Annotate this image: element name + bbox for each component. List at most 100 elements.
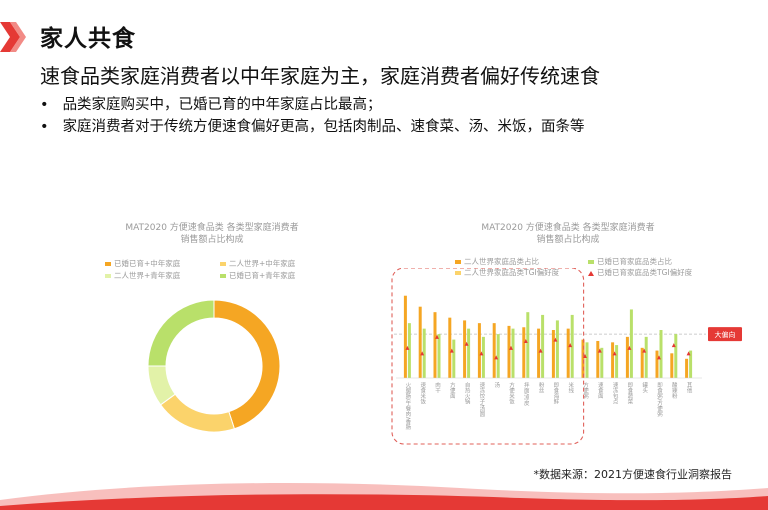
- bar-orange: [685, 358, 689, 378]
- bar-green: [452, 339, 456, 378]
- tgi-marker: [553, 337, 558, 342]
- chevron-logo-icon: [0, 22, 26, 52]
- bar-green: [615, 345, 619, 378]
- donut-chart: [147, 299, 281, 433]
- bar-green: [555, 320, 559, 378]
- bar-orange: [670, 353, 674, 378]
- donut-legend-item: 已婚已育+中年家庭: [105, 258, 180, 269]
- donut-slice: [213, 299, 281, 430]
- bar-orange: [522, 327, 526, 378]
- category-label: 肉干: [434, 381, 441, 395]
- tgi-marker: [464, 341, 469, 346]
- bar-title-line: MAT2020 方便速食品类 各类型家庭消费者: [481, 223, 655, 233]
- bar-orange: [551, 330, 555, 378]
- bar-orange: [477, 323, 481, 378]
- bar-green: [467, 328, 471, 378]
- donut-title-line: MAT2020 方便速食品类 各类型家庭消费者: [125, 223, 299, 233]
- category-label: 速食面: [597, 382, 604, 400]
- category-label: 即食蔬菜: [626, 382, 633, 406]
- tgi-marker: [642, 348, 647, 353]
- bar-orange: [433, 312, 437, 378]
- bar-green: [629, 309, 633, 378]
- category-label: 汤: [493, 381, 500, 389]
- category-label: 米线: [567, 381, 574, 394]
- donut-slice: [147, 299, 215, 367]
- category-label: 拌面/凉皮: [523, 381, 530, 407]
- bar-title-line: 销售额占比构成: [536, 235, 600, 245]
- tgi-marker: [494, 355, 499, 360]
- category-label: 其他: [686, 381, 693, 395]
- tgi-marker: [405, 345, 410, 350]
- bullet-list: 品类家庭购买中，已婚已育的中年家庭占比最高； 家庭消费者对于传统方便速食偏好更高…: [40, 94, 585, 138]
- tgi-marker: [583, 354, 587, 359]
- bar-orange: [655, 350, 659, 378]
- bar-orange: [492, 323, 496, 378]
- category-label: 即食粥/方便粥: [656, 382, 663, 418]
- bar-orange: [596, 340, 600, 378]
- bar-green: [481, 336, 485, 378]
- bar-green: [422, 328, 426, 378]
- tgi-marker: [435, 334, 439, 339]
- bar-green: [541, 314, 545, 378]
- bar-green: [496, 334, 500, 378]
- category-label: 罐头: [641, 381, 648, 395]
- data-source-note: *数据来源：2021方便速食行业洞察报告: [533, 468, 733, 481]
- bar-legend-item: 二人世界家庭品类占比: [455, 256, 539, 267]
- category-label: 酸辣粉: [671, 381, 678, 400]
- bar-legend-item: 二人世界家庭品类TGI偏好度: [455, 267, 559, 278]
- tgi-marker: [479, 351, 484, 356]
- bar-orange: [403, 295, 407, 378]
- tgi-marker: [538, 348, 543, 353]
- bottom-wave-decoration: [0, 483, 768, 510]
- category-label: 火腿肠/午餐肉/香肠: [404, 382, 411, 431]
- bar-green: [585, 342, 589, 378]
- bar-legend-item: 已婚已育家庭品类TGI偏好度: [588, 267, 692, 278]
- category-label: 即食海鲜: [552, 382, 559, 406]
- category-label: 方便粥: [582, 381, 589, 400]
- category-label: 方便面: [449, 381, 456, 400]
- tgi-marker: [420, 351, 425, 356]
- reference-label: 大偏向: [708, 327, 742, 342]
- donut-slice: [159, 393, 236, 433]
- bar-orange: [537, 328, 541, 378]
- donut-chart-title: MAT2020 方便速食品类 各类型家庭消费者 销售额占比构成: [92, 222, 332, 246]
- bar-green: [689, 350, 693, 378]
- category-label: 方便米饭: [508, 381, 515, 406]
- bar-green: [600, 347, 604, 378]
- category-label: 速冻饺子/汤圆: [478, 382, 485, 418]
- donut-legend-item: 已婚已育+青年家庭: [220, 270, 295, 281]
- tgi-marker: [657, 355, 661, 360]
- tgi-marker: [671, 343, 676, 348]
- bar-orange: [625, 336, 629, 378]
- category-label: 自热火锅: [464, 381, 471, 406]
- tgi-marker: [686, 351, 691, 356]
- tgi-marker: [509, 345, 513, 350]
- category-label: 速冻包点: [612, 382, 619, 406]
- tgi-marker: [449, 348, 454, 353]
- bar-green: [407, 323, 411, 378]
- tgi-marker: [612, 351, 617, 356]
- bar-green: [674, 334, 678, 378]
- tgi-marker: [523, 338, 528, 343]
- reference-label-text: 大偏向: [715, 330, 736, 339]
- bar-orange: [640, 347, 644, 378]
- bar-green: [644, 336, 648, 378]
- bullet-item: 家庭消费者对于传统方便速食偏好更高，包括肉制品、速食菜、汤、米饭，面条等: [40, 116, 585, 138]
- highlight-box: [391, 268, 585, 445]
- reference-label-bg: [708, 327, 742, 342]
- bar-green: [570, 314, 574, 378]
- tgi-marker: [627, 345, 632, 350]
- category-label: 速食米饭: [419, 382, 426, 406]
- page-subtitle: 速食品类家庭消费者以中年家庭为主，家庭消费者偏好传统速食: [40, 64, 600, 88]
- bar-green: [511, 328, 515, 378]
- bullet-item: 品类家庭购买中，已婚已育的中年家庭占比最高；: [40, 94, 585, 116]
- tgi-marker: [568, 343, 573, 348]
- bar-orange: [463, 320, 467, 378]
- category-label: 粉丝: [538, 381, 545, 394]
- bar-green: [659, 330, 663, 378]
- donut-legend-item: 二人世界+青年家庭: [105, 270, 180, 281]
- bar-chart-title: MAT2020 方便速食品类 各类型家庭消费者 销售额占比构成: [448, 222, 688, 246]
- bar-orange: [566, 328, 570, 378]
- bar-green: [437, 334, 441, 378]
